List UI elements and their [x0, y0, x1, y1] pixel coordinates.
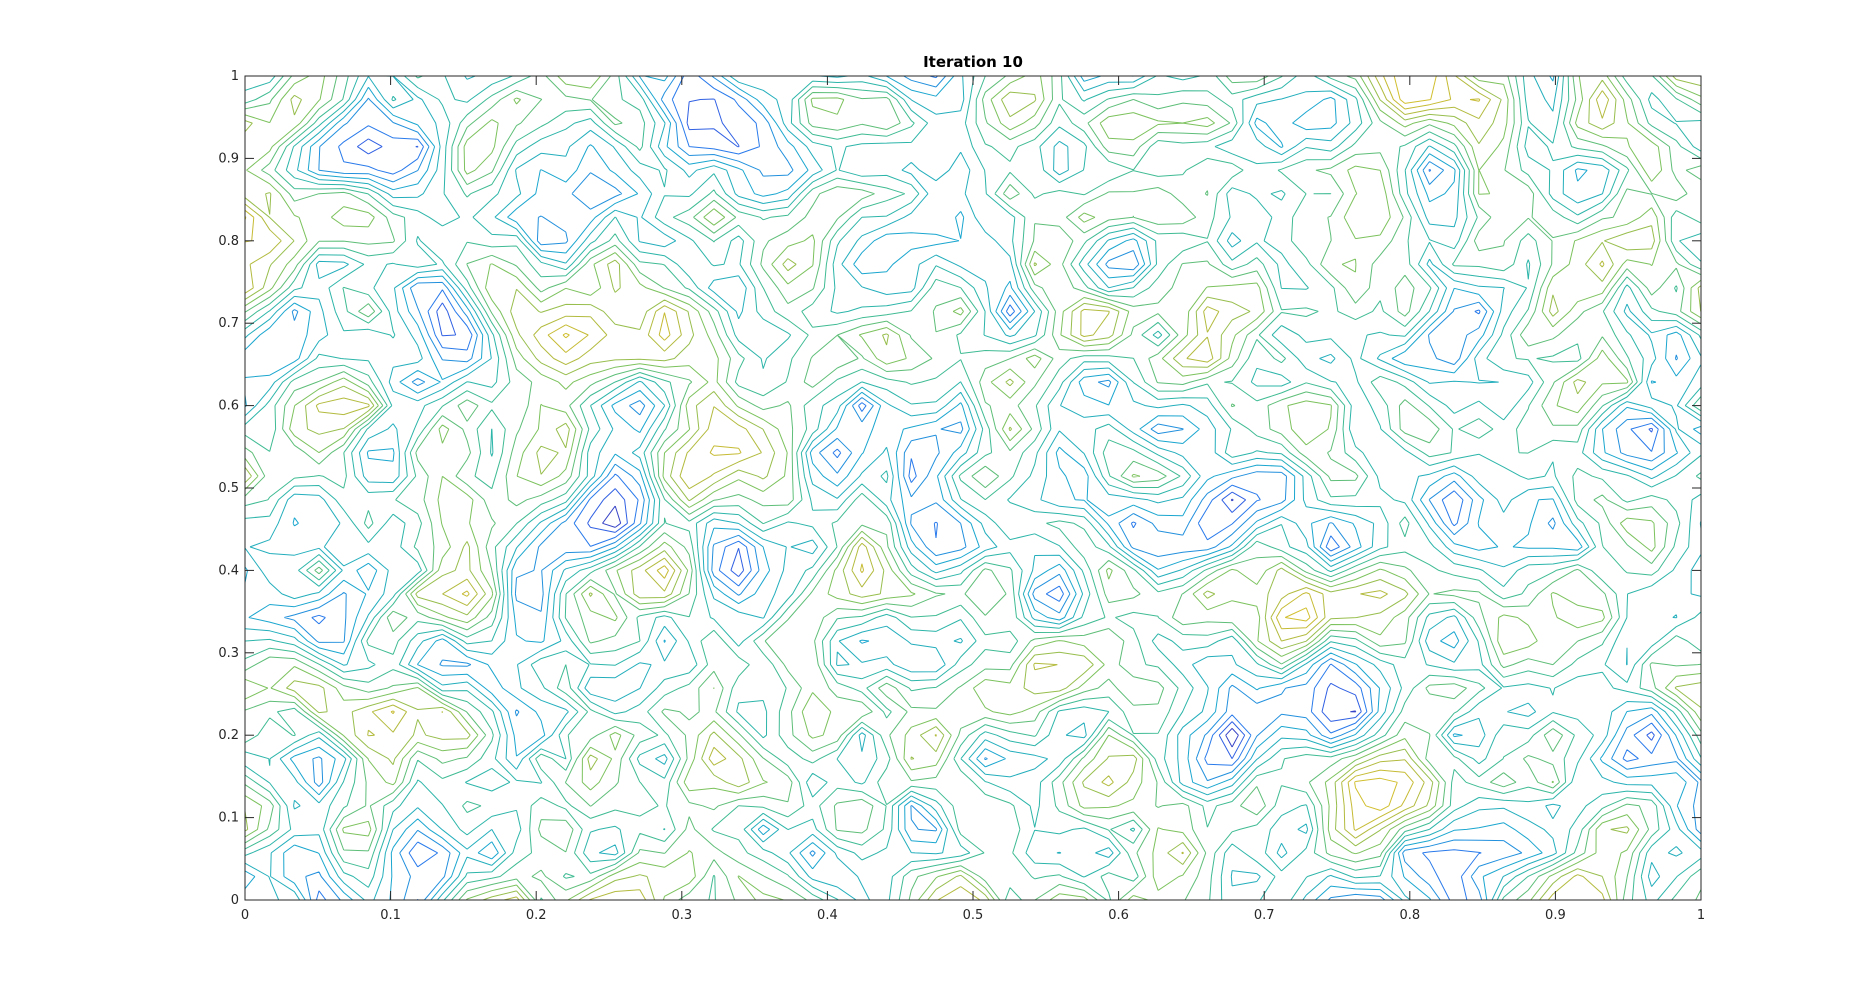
plot-area: 0 0.1 0.2 0.3 0.4 0.5 0.6 0.7 0.8 0.9 1 0 0.1 0.2 0.3…	[218, 69, 1705, 923]
contour-level-11	[245, 76, 1701, 900]
y-tick-label: 0.2	[218, 728, 239, 743]
chart-title: Iteration 10	[923, 53, 1023, 71]
x-axis: 0 0.1 0.2 0.3 0.4 0.5 0.6 0.7 0.8 0.9 1	[241, 76, 1705, 923]
y-tick-label: 0.6	[218, 399, 239, 414]
contour-lines	[245, 76, 1701, 900]
y-tick-label: 0	[231, 893, 239, 908]
contour-level-2	[357, 98, 1655, 759]
contour-level-1	[602, 498, 1357, 748]
x-tick-label: 0.6	[1108, 908, 1129, 923]
contour-level-8	[245, 76, 1701, 900]
y-tick-label: 0.3	[218, 646, 239, 661]
x-tick-label: 1	[1697, 908, 1705, 923]
x-tick-label: 0.2	[526, 908, 547, 923]
y-tick-label: 0.8	[218, 234, 239, 249]
contour-level-9	[245, 76, 1701, 900]
x-tick-label: 0	[241, 908, 249, 923]
contour-level-10	[245, 76, 1701, 900]
contour-level-7	[245, 76, 1701, 900]
contour-level-3	[311, 76, 1662, 900]
x-tick-label: 0.8	[1399, 908, 1420, 923]
contour-level-6	[245, 76, 1701, 900]
x-tick-label: 0.9	[1545, 908, 1566, 923]
contour-level-13	[245, 76, 1481, 900]
x-tick-label: 0.1	[380, 908, 401, 923]
y-axis: 0 0.1 0.2 0.3 0.4 0.5 0.6 0.7 0.8 0.9 1	[218, 69, 1701, 908]
y-tick-label: 0.9	[218, 151, 239, 166]
x-tick-label: 0.4	[817, 908, 838, 923]
y-tick-label: 0.7	[218, 316, 239, 331]
y-tick-label: 1	[231, 69, 239, 84]
contour-level-12	[245, 76, 1610, 900]
y-tick-label: 0.5	[218, 481, 239, 496]
contour-level-5	[245, 76, 1701, 900]
y-tick-label: 0.1	[218, 811, 239, 826]
x-tick-label: 0.7	[1254, 908, 1275, 923]
x-tick-label: 0.3	[671, 908, 692, 923]
y-tick-label: 0.4	[218, 563, 239, 578]
contour-level-4	[284, 76, 1701, 900]
x-tick-label: 0.5	[963, 908, 984, 923]
